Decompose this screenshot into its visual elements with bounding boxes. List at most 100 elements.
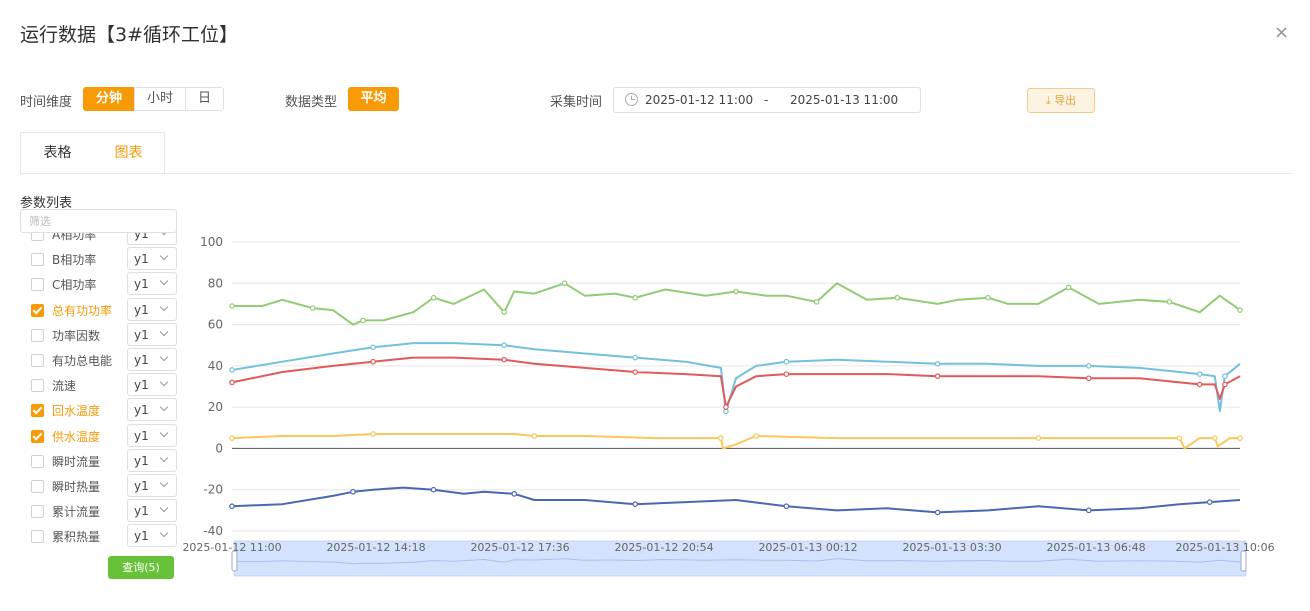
axis-select[interactable]: y1 bbox=[127, 424, 177, 447]
param-row[interactable]: C相功率 y1 bbox=[20, 272, 190, 297]
clock-icon bbox=[625, 93, 638, 106]
series-point bbox=[632, 354, 639, 361]
param-row[interactable]: 供水温度 y1 bbox=[20, 424, 190, 449]
axis-select[interactable]: y1 bbox=[127, 398, 177, 421]
param-checkbox[interactable] bbox=[31, 430, 44, 443]
series-point bbox=[1237, 307, 1243, 313]
end-date[interactable]: 2025-01-13 11:00 bbox=[790, 93, 899, 107]
series-point bbox=[1196, 371, 1203, 377]
param-row[interactable]: 瞬时流量 y1 bbox=[20, 449, 190, 474]
param-name: 有功总电能 bbox=[52, 354, 113, 368]
param-checkbox[interactable] bbox=[31, 354, 44, 367]
chevron-down-icon bbox=[159, 327, 169, 337]
start-date[interactable]: 2025-01-12 11:00 bbox=[645, 93, 754, 107]
param-filter-input[interactable]: 筛选 bbox=[20, 209, 177, 233]
param-row[interactable]: 总有功功率 y1 bbox=[20, 298, 190, 323]
x-tick-label: 2025-01-13 06:48 bbox=[1046, 541, 1145, 554]
axis-select[interactable]: y1 bbox=[127, 499, 177, 522]
series-line bbox=[231, 433, 1240, 450]
series-point bbox=[1086, 363, 1092, 369]
param-name: 累计流量 bbox=[52, 505, 101, 519]
param-row[interactable]: 累积热量 y1 bbox=[20, 524, 190, 548]
param-row[interactable]: B相功率 y1 bbox=[20, 247, 190, 272]
series-point bbox=[1086, 507, 1092, 514]
param-row[interactable]: 流速 y1 bbox=[20, 373, 190, 398]
series-point bbox=[501, 342, 507, 349]
chevron-down-icon bbox=[159, 402, 169, 412]
export-button[interactable]: ⤓ 导出 bbox=[1027, 88, 1095, 113]
x-tick-label: 2025-01-12 17:36 bbox=[470, 541, 569, 554]
param-checkbox[interactable] bbox=[31, 329, 44, 342]
y-tick-label: 40 bbox=[208, 359, 223, 373]
x-tick-label: 2025-01-12 11:00 bbox=[182, 541, 281, 554]
series-point bbox=[632, 294, 639, 301]
dimension-option-hour[interactable]: 小时 bbox=[134, 87, 187, 111]
dimension-option-minute[interactable]: 分钟 bbox=[83, 87, 136, 111]
axis-select[interactable]: y1 bbox=[127, 474, 177, 497]
series-point bbox=[1237, 435, 1243, 441]
param-list-title: 参数列表 bbox=[20, 196, 73, 211]
axis-select[interactable]: y1 bbox=[127, 373, 177, 396]
y-tick-label: 20 bbox=[208, 400, 223, 414]
axis-select-value: y1 bbox=[134, 328, 149, 342]
export-label: 导出 bbox=[1054, 94, 1077, 107]
axis-select[interactable]: y1 bbox=[127, 524, 177, 547]
series-point bbox=[1166, 299, 1173, 305]
param-row[interactable]: 瞬时热量 y1 bbox=[20, 474, 190, 499]
param-row[interactable]: 有功总电能 y1 bbox=[20, 348, 190, 373]
param-checkbox[interactable] bbox=[31, 480, 44, 493]
axis-select[interactable]: y1 bbox=[127, 298, 177, 321]
param-checkbox[interactable] bbox=[31, 304, 44, 317]
x-tick-label: 2025-01-12 20:54 bbox=[614, 541, 713, 554]
series-point bbox=[561, 280, 568, 287]
axis-select-value: y1 bbox=[134, 479, 149, 493]
query-button[interactable]: 查询(5) bbox=[108, 556, 174, 579]
chevron-down-icon bbox=[159, 352, 169, 362]
dimension-option-day[interactable]: 日 bbox=[185, 87, 225, 111]
dimension-switch: 分钟 小时 日 bbox=[83, 87, 225, 111]
param-name: B相功率 bbox=[52, 253, 97, 267]
y-tick-label: 100 bbox=[200, 235, 223, 249]
y-tick-label: -20 bbox=[203, 483, 223, 497]
dialog-title: 运行数据【3#循环工位】 bbox=[20, 24, 239, 46]
series-line bbox=[231, 486, 1241, 514]
axis-select[interactable]: y1 bbox=[127, 247, 177, 270]
axis-select[interactable]: y1 bbox=[127, 323, 177, 346]
close-icon[interactable]: × bbox=[1274, 22, 1290, 43]
series-point bbox=[813, 299, 820, 305]
param-checkbox[interactable] bbox=[31, 253, 44, 266]
param-checkbox[interactable] bbox=[31, 278, 44, 291]
param-name: 累积热量 bbox=[52, 530, 101, 544]
date-range-picker[interactable]: 2025-01-12 11:00 - 2025-01-13 11:00 bbox=[613, 87, 921, 113]
series-point bbox=[985, 294, 991, 301]
param-checkbox[interactable] bbox=[31, 505, 44, 518]
param-list: A相功率 y1 B相功率 y1 C相功率 y1 总有功功率 y1 功率因数 y1… bbox=[20, 222, 190, 548]
axis-select[interactable]: y1 bbox=[127, 449, 177, 472]
series-point bbox=[229, 367, 235, 373]
series-point bbox=[934, 360, 941, 367]
axis-select-value: y1 bbox=[134, 504, 149, 518]
x-tick-label: 2025-01-13 00:12 bbox=[758, 541, 857, 554]
series-point bbox=[1222, 381, 1228, 388]
series-line bbox=[232, 282, 1241, 326]
chevron-down-icon bbox=[159, 503, 169, 513]
tab-table[interactable]: 表格 bbox=[20, 132, 95, 173]
param-row[interactable]: 累计流量 y1 bbox=[20, 499, 190, 524]
y-tick-label: 80 bbox=[208, 276, 223, 290]
param-row[interactable]: 功率因数 y1 bbox=[20, 323, 190, 348]
param-row[interactable]: 回水温度 y1 bbox=[20, 398, 190, 423]
param-checkbox[interactable] bbox=[31, 404, 44, 417]
param-checkbox[interactable] bbox=[31, 379, 44, 392]
axis-select[interactable]: y1 bbox=[127, 272, 177, 295]
zoom-handle-right bbox=[1240, 550, 1247, 572]
axis-select[interactable]: y1 bbox=[127, 348, 177, 371]
axis-select-value: y1 bbox=[134, 529, 149, 543]
axis-select-value: y1 bbox=[134, 303, 149, 317]
param-checkbox[interactable] bbox=[31, 530, 44, 543]
tab-chart[interactable]: 图表 bbox=[93, 132, 165, 173]
dimension-label: 时间维度 bbox=[20, 95, 73, 110]
data-type-button[interactable]: 平均 bbox=[348, 87, 399, 111]
series-point bbox=[1065, 284, 1072, 291]
series-point bbox=[511, 491, 518, 497]
param-checkbox[interactable] bbox=[31, 455, 44, 468]
